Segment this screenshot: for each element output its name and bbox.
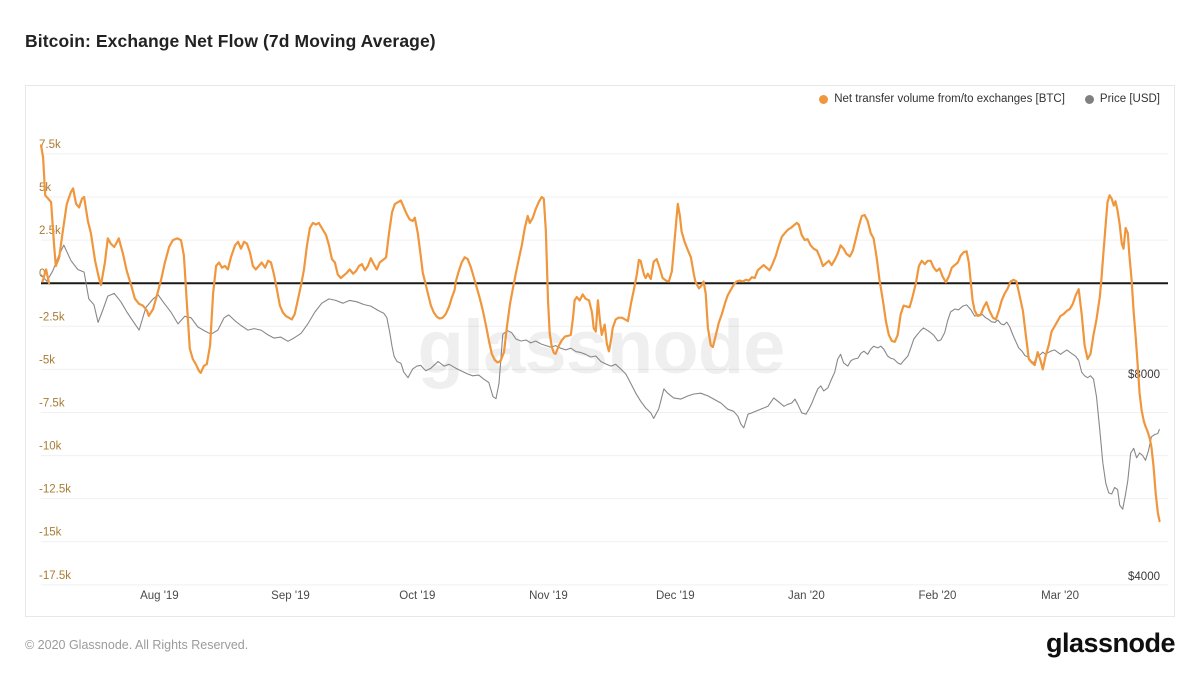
legend-item-net-transfer-volume[interactable]: Net transfer volume from/to exchanges [B…: [819, 93, 1065, 105]
chart-canvas[interactable]: glassnode 7.5k5k2.5k0-2.5k-5k-7.5k-10k-1…: [26, 86, 1176, 618]
left-axis-tick-labels: 7.5k5k2.5k0-2.5k-5k-7.5k-10k-12.5k-15k-1…: [39, 139, 71, 582]
legend-label-price: Price [USD]: [1099, 93, 1160, 105]
copyright-text: © 2020 Glassnode. All Rights Reserved.: [25, 638, 249, 652]
svg-text:2.5k: 2.5k: [39, 225, 61, 237]
flow-series-dot-icon: [819, 94, 829, 104]
svg-text:$8000: $8000: [1128, 369, 1160, 381]
svg-text:Aug '19: Aug '19: [140, 590, 179, 602]
flow-series-line: [39, 144, 1161, 523]
glassnode-logo[interactable]: glassnode: [1045, 628, 1176, 658]
right-axis-tick-labels: $8000 $4000: [1128, 369, 1160, 583]
svg-text:7.5k: 7.5k: [39, 139, 61, 151]
flow-series-start-caret: [41, 268, 51, 285]
svg-text:0: 0: [39, 268, 45, 280]
svg-text:-15k: -15k: [39, 527, 62, 539]
glassnode-watermark: glassnode: [418, 305, 785, 390]
svg-text:$4000: $4000: [1128, 571, 1160, 583]
legend-item-price[interactable]: Price [USD]: [1084, 93, 1160, 105]
svg-text:Jan '20: Jan '20: [788, 590, 825, 602]
chart-legend: Net transfer volume from/to exchanges [B…: [819, 93, 1160, 105]
svg-text:Mar '20: Mar '20: [1041, 590, 1079, 602]
svg-text:Sep '19: Sep '19: [271, 590, 310, 602]
svg-text:-10k: -10k: [39, 441, 62, 453]
x-axis-tick-labels: Aug '19 Sep '19 Oct '19 Nov '19 Dec '19 Jan '…: [140, 590, 1079, 602]
svg-text:Oct '19: Oct '19: [399, 590, 435, 602]
svg-text:-2.5k: -2.5k: [39, 311, 65, 323]
page-title: Bitcoin: Exchange Net Flow (7d Moving Av…: [25, 31, 436, 51]
chart-card: glassnode 7.5k 5k 2.5k 0 -2.5k -5k -7.5k -10k -1…: [25, 85, 1175, 617]
svg-text:Feb '20: Feb '20: [918, 590, 956, 602]
legend-label-net-transfer-volume: Net transfer volume from/to exchanges [B…: [834, 93, 1065, 105]
svg-text:-7.5k: -7.5k: [39, 397, 65, 409]
svg-text:-12.5k: -12.5k: [39, 484, 71, 496]
svg-text:-5k: -5k: [39, 354, 55, 366]
svg-text:Nov '19: Nov '19: [529, 590, 568, 602]
price-series-dot-icon: [1084, 94, 1094, 104]
svg-text:Dec '19: Dec '19: [656, 590, 695, 602]
svg-text:-17.5k: -17.5k: [39, 570, 71, 582]
